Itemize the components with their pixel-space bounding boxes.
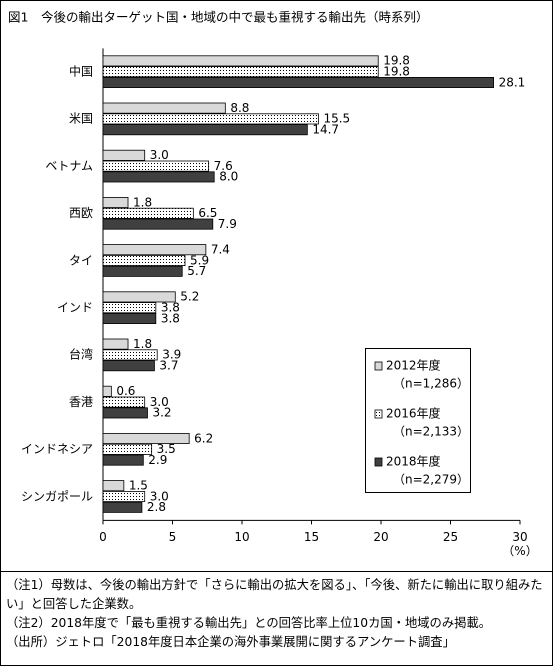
bar — [102, 454, 144, 466]
value-label: 19.8 — [383, 54, 410, 68]
bar — [102, 66, 379, 78]
bar — [102, 312, 157, 324]
bar — [102, 490, 146, 502]
bar — [102, 149, 146, 161]
note: （注2）2018年度で「最も重視する輸出先」との回答比率上位10カ国・地域のみ掲… — [6, 616, 492, 630]
x-tick-label: 20 — [373, 530, 388, 544]
bar — [102, 291, 176, 303]
bar — [102, 349, 158, 361]
value-label: 6.5 — [198, 206, 217, 220]
bar — [102, 171, 215, 183]
value-label: 3.2 — [152, 406, 171, 420]
note: （注1）母数は、今後の輸出方針で「さらに輸出の拡大を図る」、「今後、新たに輸出に… — [6, 578, 543, 611]
notes: （注1）母数は、今後の輸出方針で「さらに輸出の拡大を図る」、「今後、新たに輸出に… — [6, 576, 546, 652]
bar — [102, 196, 129, 208]
bar — [102, 432, 190, 444]
bar — [102, 360, 155, 372]
x-tick-label: 0 — [99, 530, 107, 544]
category-label: 西欧 — [69, 206, 93, 220]
value-label: 3.8 — [161, 301, 180, 315]
legend-swatch — [374, 457, 383, 467]
value-label: 28.1 — [499, 75, 526, 89]
legend-label: 2016年度 — [386, 406, 441, 421]
value-label: 14.7 — [312, 123, 339, 137]
note: （出所）ジェトロ「2018年度日本企業の海外事業展開に関するアンケート調査」 — [6, 635, 455, 649]
bar — [102, 254, 186, 266]
bar — [102, 55, 379, 67]
legend-sample: （n=2,279） — [393, 473, 469, 487]
x-tick-label: 10 — [234, 530, 249, 544]
bar — [102, 385, 112, 397]
category-label: ベトナム — [45, 159, 93, 173]
bar — [102, 480, 125, 492]
value-label: 1.8 — [133, 337, 152, 351]
value-label: 19.8 — [383, 65, 410, 79]
bar — [102, 407, 148, 419]
bar — [102, 338, 129, 350]
legend-label: 2018年度 — [386, 454, 441, 469]
legend-swatch — [374, 361, 383, 371]
legend-sample: （n=1,286） — [393, 377, 469, 391]
bar — [102, 265, 183, 277]
bar — [102, 396, 146, 408]
value-label: 1.5 — [129, 479, 148, 493]
legend-sample: （n=2,133） — [393, 425, 469, 439]
category-label: 台湾 — [69, 347, 93, 362]
value-label: 3.8 — [161, 311, 180, 325]
value-label: 3.0 — [150, 148, 169, 162]
value-label: 2.8 — [147, 500, 166, 514]
value-label: 5.9 — [190, 253, 209, 267]
chart-title: 図1 今後の輸出ターゲット国・地域の中で最も重視する輸出先（時系列） — [8, 10, 428, 25]
x-tick-label: 15 — [304, 530, 319, 544]
bar — [102, 443, 153, 455]
bar — [102, 113, 319, 125]
value-label: 7.6 — [214, 159, 233, 173]
value-label: 0.6 — [116, 384, 135, 398]
legend-swatch — [374, 409, 383, 419]
x-unit: （%） — [502, 544, 537, 558]
category-label: 香港 — [69, 395, 93, 409]
bar — [102, 244, 207, 256]
bar — [102, 160, 210, 172]
x-tick-label: 5 — [169, 530, 177, 544]
bar — [102, 501, 143, 513]
bar — [102, 218, 214, 230]
value-label: 3.0 — [150, 489, 169, 503]
value-label: 2.9 — [148, 453, 167, 467]
value-label: 15.5 — [323, 112, 350, 126]
value-label: 3.5 — [157, 442, 176, 456]
legend-label: 2012年度 — [386, 358, 441, 373]
bar — [102, 77, 494, 89]
value-label: 6.2 — [194, 431, 213, 445]
bar — [102, 302, 157, 314]
x-tick-label: 30 — [512, 530, 527, 544]
category-label: インドネシア — [21, 442, 93, 456]
value-label: 8.0 — [219, 170, 238, 184]
value-label: 8.8 — [230, 101, 249, 115]
bar — [102, 102, 226, 114]
value-label: 5.7 — [187, 264, 206, 278]
value-label: 7.9 — [218, 217, 237, 231]
value-label: 7.4 — [211, 243, 230, 257]
value-label: 5.2 — [180, 290, 199, 304]
category-label: タイ — [69, 253, 93, 267]
value-label: 3.0 — [150, 395, 169, 409]
bar — [102, 124, 308, 136]
category-label: 米国 — [69, 112, 93, 126]
bar — [102, 207, 194, 219]
category-label: 中国 — [69, 64, 93, 79]
category-label: インド — [57, 301, 93, 315]
category-label: シンガポール — [21, 489, 93, 503]
value-label: 1.8 — [133, 195, 152, 209]
value-label: 3.7 — [159, 359, 178, 373]
legend-box — [365, 348, 471, 493]
x-tick-label: 25 — [443, 530, 458, 544]
value-label: 3.9 — [162, 348, 181, 362]
